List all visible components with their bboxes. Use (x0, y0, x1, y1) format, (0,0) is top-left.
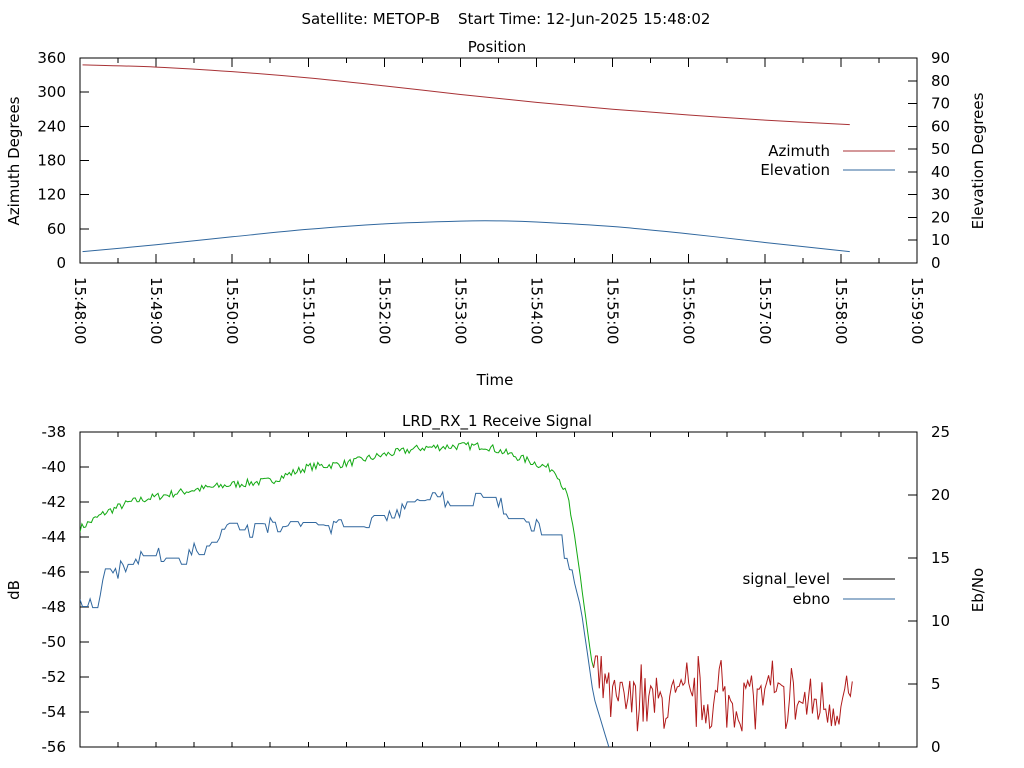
position-y-tick-labels: 0 60 120 180 240 300 360 (37, 49, 66, 272)
signal-y-tick-label: -46 (42, 563, 67, 581)
signal-y-tick-labels: -38 -40 -42 -44 -46 -48 -50 -52 -54 -56 (42, 423, 67, 756)
position-y-tick-label: 360 (37, 49, 66, 67)
signal-y-tick-label: -52 (42, 668, 67, 686)
signal-y2-axis-label: Eb/No (969, 568, 987, 612)
legend-azimuth-label: Azimuth (768, 142, 830, 160)
position-x-axis-label: Time (476, 371, 514, 389)
position-y2-tick-label: 40 (931, 163, 950, 181)
position-x-tick-label: 15:59:00 (908, 277, 926, 344)
satellite-label: Satellite: METOP-B (301, 10, 440, 28)
position-x-tick-label: 15:55:00 (604, 277, 622, 344)
signal-ticks (79, 431, 918, 748)
position-x-tick-label: 15:50:00 (223, 277, 241, 344)
position-y2-tick-label: 90 (931, 49, 950, 67)
signal-y-tick-label: -38 (42, 423, 67, 441)
signal-chart-title: LRD_RX_1 Receive Signal (402, 412, 592, 431)
position-y-tick-label: 180 (37, 152, 66, 170)
position-y2-tick-label: 70 (931, 95, 950, 113)
signal-y2-tick-label: 10 (931, 612, 950, 630)
position-y-tick-label: 60 (47, 220, 66, 238)
signal-y2-tick-label: 0 (931, 738, 941, 756)
position-y2-tick-label: 20 (931, 208, 950, 226)
position-x-tick-label: 15:58:00 (832, 277, 850, 344)
signal-plot-frame (79, 431, 918, 748)
position-y2-axis-label: Elevation Degrees (969, 92, 987, 229)
position-x-tick-label: 15:49:00 (147, 277, 165, 344)
signal-y-tick-label: -40 (42, 458, 67, 476)
position-y-tick-label: 240 (37, 117, 66, 135)
signal-chart: LRD_RX_1 Receive Signal -38-40-42-44-46-… (5, 412, 987, 756)
position-x-tick-label: 15:57:00 (756, 277, 774, 344)
signal-level-low-segment (593, 655, 853, 732)
position-x-tick-label: 15:53:00 (451, 277, 469, 344)
position-y2-tick-label: 30 (931, 186, 950, 204)
signal-y2-tick-label: 15 (931, 549, 950, 567)
position-y2-tick-label: 60 (931, 117, 950, 135)
signal-y-tick-label: -42 (42, 493, 67, 511)
position-x-tick-label: 15:52:00 (375, 277, 393, 344)
signal-y-tick-label: -50 (42, 633, 67, 651)
position-y-tick-label: 0 (56, 254, 66, 272)
position-y2-tick-label: 10 (931, 231, 950, 249)
position-y2-tick-labels: 0 10 20 30 40 50 60 70 80 90 (931, 49, 950, 272)
signal-y-tick-label: -44 (42, 528, 67, 546)
position-y-tick-label: 300 (37, 83, 66, 101)
signal-y2-tick-label: 20 (931, 486, 950, 504)
legend-signal-level-label: signal_level (742, 570, 830, 589)
position-y-axis-label: Azimuth Degrees (5, 96, 23, 225)
ebno-series-line (80, 490, 610, 747)
start-time-label: Start Time: 12-Jun-2025 15:48:02 (458, 10, 710, 28)
legend-ebno-label: ebno (793, 590, 830, 608)
position-y2-tick-label: 80 (931, 72, 950, 90)
signal-y2-tick-labels: 0 5 10 15 20 25 (931, 423, 950, 756)
position-x-tick-label: 15:56:00 (680, 277, 698, 344)
signal-y-axis-label: dB (5, 580, 23, 600)
position-x-tick-label: 15:51:00 (299, 277, 317, 344)
elevation-series-line (82, 220, 850, 253)
position-y-tick-label: 120 (37, 186, 66, 204)
signal-y-tick-label: -54 (42, 703, 67, 721)
signal-y-tick-label: -56 (42, 738, 67, 756)
signal-y2-tick-label: 25 (931, 423, 950, 441)
position-chart: Position 0 60 120 180 240 300 360 0 10 20 30 40 50 6… (5, 38, 987, 389)
position-ticks (79, 57, 918, 264)
position-chart-title: Position (468, 38, 526, 56)
signal-y2-tick-label: 5 (931, 675, 941, 693)
azimuth-series-line (82, 64, 850, 126)
position-y2-tick-label: 50 (931, 140, 950, 158)
position-x-tick-labels: 15:48:00 15:49:00 15:50:00 15:51:00 15:52:00… (71, 277, 926, 344)
signal-level-series-line (80, 441, 595, 668)
position-x-tick-label: 15:48:00 (71, 277, 89, 344)
position-x-tick-label: 15:54:00 (528, 277, 546, 344)
signal-y-tick-label: -48 (42, 598, 67, 616)
position-y2-tick-label: 0 (931, 254, 941, 272)
legend-elevation-label: Elevation (760, 161, 830, 179)
